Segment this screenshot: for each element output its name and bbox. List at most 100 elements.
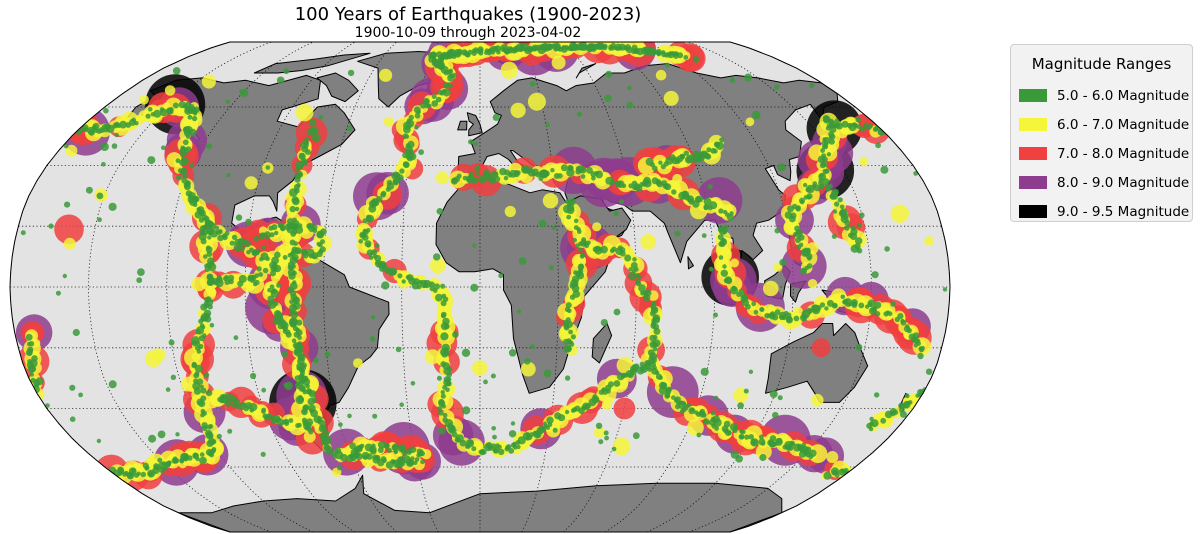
- earthquake-marker: [826, 451, 839, 463]
- earthquake-marker: [751, 301, 757, 307]
- earthquake-marker: [274, 251, 281, 259]
- earthquake-marker: [613, 308, 621, 316]
- earthquake-marker: [87, 126, 95, 135]
- earthquake-marker: [308, 429, 314, 435]
- earthquake-marker: [189, 162, 195, 168]
- earthquake-marker: [301, 387, 306, 392]
- earthquake-marker: [779, 314, 785, 321]
- earthquake-marker: [828, 183, 833, 189]
- earthquake-marker: [297, 335, 302, 340]
- earthquake-marker: [831, 234, 837, 239]
- earthquake-marker: [493, 171, 499, 177]
- earthquake-marker: [180, 145, 186, 151]
- earthquake-marker: [490, 373, 496, 379]
- earthquake-marker: [572, 237, 577, 243]
- earthquake-marker: [730, 258, 739, 268]
- earthquake-marker: [616, 356, 634, 374]
- earthquake-marker: [288, 418, 294, 423]
- earthquake-marker: [595, 170, 603, 179]
- earthquake-marker: [368, 255, 374, 260]
- earthquake-marker: [414, 457, 420, 462]
- earthquake-marker: [674, 158, 681, 165]
- earthquake-marker: [605, 70, 613, 78]
- earthquake-marker: [209, 322, 215, 328]
- earthquake-marker: [479, 449, 485, 456]
- world-map: [9, 41, 951, 533]
- earthquake-marker: [655, 48, 662, 56]
- earthquake-marker: [196, 398, 204, 406]
- earthquake-marker: [440, 332, 449, 341]
- earthquake-marker: [777, 395, 783, 401]
- earthquake-marker: [823, 471, 832, 480]
- earthquake-marker: [915, 393, 920, 398]
- earthquake-marker: [291, 338, 297, 344]
- earthquake-marker: [196, 349, 202, 354]
- earthquake-marker: [686, 403, 691, 408]
- earthquake-marker: [580, 174, 586, 179]
- legend-label: 7.0 - 8.0 Magnitude: [1057, 145, 1190, 162]
- earthquake-marker: [456, 173, 462, 179]
- earthquake-marker: [383, 116, 394, 127]
- earthquake-marker: [473, 141, 478, 146]
- earthquake-marker: [391, 444, 399, 451]
- earthquake-marker: [147, 156, 156, 165]
- earthquake-marker: [552, 427, 558, 433]
- earthquake-marker: [218, 229, 223, 234]
- earthquake-marker: [134, 472, 139, 478]
- earthquake-marker: [283, 418, 290, 424]
- earthquake-marker: [420, 459, 425, 465]
- earthquake-marker: [504, 205, 516, 218]
- legend-swatch-red: [1019, 147, 1047, 160]
- earthquake-marker: [663, 90, 679, 106]
- meridian-line: [604, 42, 716, 532]
- earthquake-marker: [403, 125, 411, 134]
- earthquake-marker: [591, 176, 596, 181]
- earthquake-marker: [207, 277, 215, 285]
- earthquake-marker: [859, 157, 869, 167]
- earthquake-marker: [612, 437, 631, 456]
- land-antarctica: [177, 474, 783, 532]
- earthquake-marker: [565, 345, 572, 352]
- earthquake-marker: [508, 430, 517, 438]
- earthquake-marker: [515, 170, 521, 176]
- earthquake-marker: [513, 445, 518, 450]
- earthquake-marker: [566, 214, 572, 220]
- earthquake-marker: [667, 386, 672, 392]
- earthquake-marker: [491, 426, 497, 431]
- earthquake-marker: [663, 183, 669, 190]
- earthquake-marker: [148, 434, 157, 443]
- legend-item-9-9.5: 9.0 - 9.5 Magnitude: [1011, 197, 1192, 226]
- land-arctic-islands: [253, 52, 371, 74]
- earthquake-marker: [567, 308, 572, 314]
- earthquake-marker: [176, 175, 182, 181]
- earthquake-marker: [267, 288, 272, 293]
- earthquake-marker: [713, 141, 721, 148]
- earthquake-marker: [884, 246, 890, 252]
- earthquake-marker: [244, 176, 258, 190]
- earthquake-marker: [474, 165, 481, 172]
- earthquake-marker: [238, 274, 247, 283]
- earthquake-marker: [683, 150, 689, 156]
- earthquake-marker: [613, 380, 621, 387]
- earthquake-marker: [655, 69, 667, 81]
- earthquake-marker: [448, 73, 454, 79]
- earthquake-marker: [774, 227, 781, 234]
- earthquake-marker: [270, 270, 276, 277]
- earthquake-marker: [283, 68, 290, 75]
- earthquake-marker: [707, 184, 713, 190]
- earthquake-marker: [441, 404, 446, 409]
- earthquake-marker: [508, 349, 517, 357]
- earthquake-marker: [245, 218, 252, 226]
- earthquake-marker: [684, 155, 693, 164]
- earthquake-marker: [543, 369, 552, 378]
- earthquake-marker: [681, 401, 686, 406]
- earthquake-marker: [492, 434, 497, 440]
- earthquake-marker: [289, 320, 297, 328]
- earthquake-marker: [836, 126, 849, 139]
- earthquake-marker: [543, 170, 550, 177]
- earthquake-marker: [787, 445, 794, 451]
- earthquake-marker: [560, 164, 568, 172]
- earthquake-marker: [809, 82, 815, 89]
- earthquake-marker: [635, 279, 641, 285]
- earthquake-marker: [524, 358, 531, 365]
